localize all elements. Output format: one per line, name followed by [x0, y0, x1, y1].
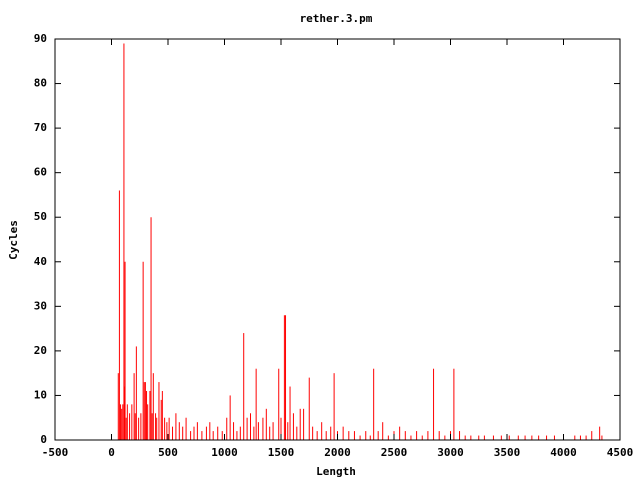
x-tick-label: -500 [42, 446, 69, 459]
chart-title: rether.3.pm [300, 12, 373, 25]
x-tick-label: 4000 [550, 446, 577, 459]
y-tick-label: 90 [34, 32, 47, 45]
plot-border [54, 38, 621, 441]
x-tick-label: 1000 [211, 446, 238, 459]
y-tick-label: 30 [34, 299, 47, 312]
y-tick-label: 10 [34, 388, 47, 401]
x-tick-label: 3500 [494, 446, 521, 459]
x-axis-label: Length [316, 465, 356, 478]
y-tick-label: 50 [34, 210, 47, 223]
y-tick-label: 40 [34, 255, 47, 268]
x-tick-label: 3000 [437, 446, 464, 459]
y-axis-label: Cycles [7, 220, 20, 260]
y-tick-label: 80 [34, 77, 47, 90]
x-tick-label: 0 [108, 446, 115, 459]
x-tick-label: 1500 [268, 446, 295, 459]
x-tick-label: 4500 [607, 446, 634, 459]
y-tick-label: 60 [34, 166, 47, 179]
x-tick-label: 500 [158, 446, 178, 459]
x-tick-label: 2000 [324, 446, 351, 459]
y-tick-label: 0 [40, 433, 47, 446]
y-tick-label: 70 [34, 121, 47, 134]
x-tick-label: 2500 [381, 446, 408, 459]
y-tick-label: 20 [34, 344, 47, 357]
